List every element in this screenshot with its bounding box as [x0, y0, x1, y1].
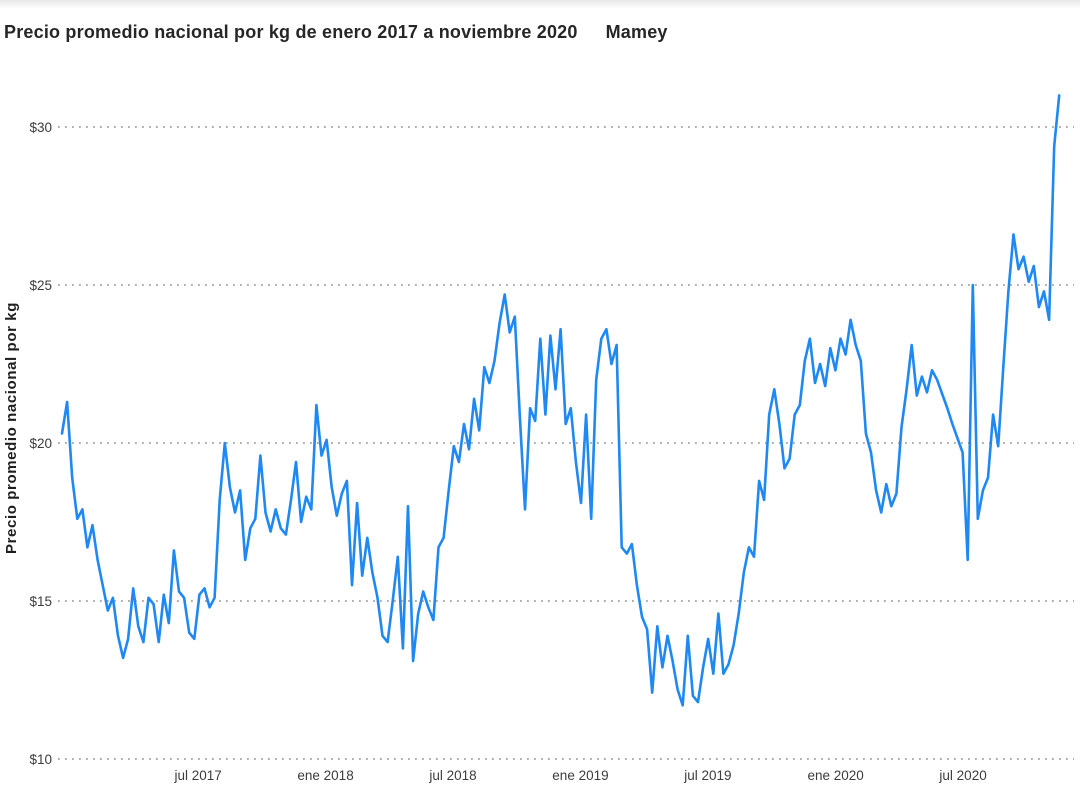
x-tick-label: jul 2020 — [938, 768, 986, 783]
chart-title-product: Mamey — [605, 22, 668, 42]
top-fade-bar — [0, 0, 1080, 9]
chart-title-main: Precio promedio nacional por kg de enero… — [4, 22, 578, 42]
x-tick-label: ene 2020 — [807, 768, 863, 783]
chart-title: Precio promedio nacional por kg de enero… — [4, 22, 668, 43]
y-tick-label: $15 — [29, 594, 52, 609]
x-tick-label: jul 2019 — [683, 768, 731, 783]
y-tick-label: $25 — [29, 278, 52, 293]
y-tick-label: $30 — [29, 120, 52, 135]
price-series-line — [60, 94, 1061, 707]
x-tick-label: ene 2019 — [552, 768, 608, 783]
x-tick-label: jul 2018 — [428, 768, 476, 783]
y-tick-label: $10 — [29, 752, 52, 767]
y-axis-title: Precio promedio nacional por kg — [3, 302, 20, 554]
y-tick-label: $20 — [29, 436, 52, 451]
x-tick-label: ene 2018 — [297, 768, 353, 783]
x-tick-label: jul 2017 — [173, 768, 221, 783]
